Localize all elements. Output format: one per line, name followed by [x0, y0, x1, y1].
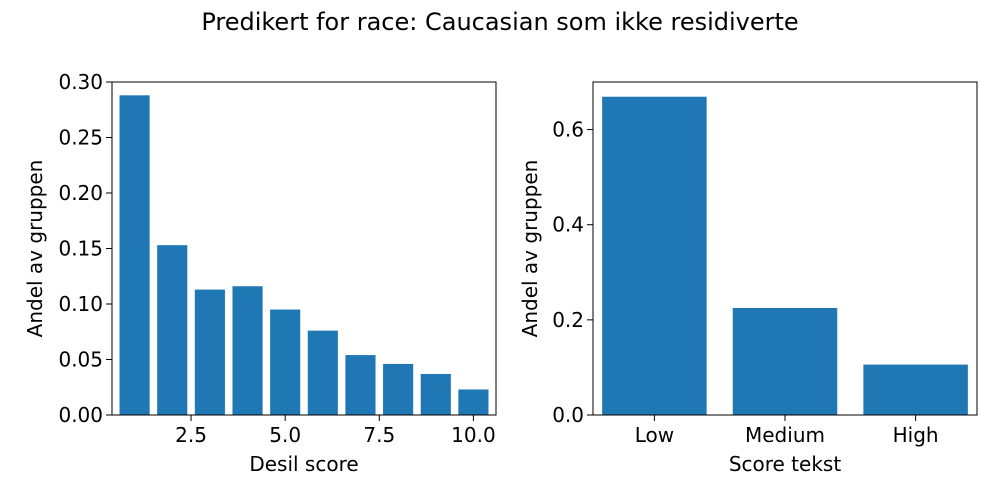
- bar: [119, 95, 150, 415]
- figure-title: Predikert for race: Caucasian som ikke r…: [201, 8, 798, 36]
- bar: [732, 307, 838, 415]
- y-tick-label: 0.00: [58, 403, 103, 427]
- x-tick-label: 10.0: [451, 423, 496, 447]
- y-tick-label: 0.05: [58, 348, 103, 372]
- bar: [157, 245, 188, 415]
- y-axis-label: Andel av gruppen: [23, 160, 47, 338]
- x-tick-label: Medium: [745, 423, 825, 447]
- y-tick-label: 0.6: [552, 118, 584, 142]
- x-tick-label: 7.5: [363, 423, 395, 447]
- y-tick-label: 0.10: [58, 292, 103, 316]
- y-axis-label: Andel av gruppen: [518, 160, 542, 338]
- chart-score-text: 0.0 0.2 0.4 0.6 Low Medium High Score tekst Ande…: [518, 81, 978, 476]
- bar: [307, 330, 338, 415]
- y-tick-label: 0.25: [58, 126, 103, 150]
- x-tick-label: 5.0: [269, 423, 301, 447]
- x-tick-label: High: [893, 423, 939, 447]
- x-axis-label: Desil score: [249, 452, 358, 476]
- bar: [232, 286, 263, 415]
- x-tick-label: 2.5: [175, 423, 207, 447]
- bar: [345, 355, 376, 415]
- y-tick-label: 0.2: [552, 308, 584, 332]
- y-tick-label: 0.30: [58, 70, 103, 94]
- bar: [863, 364, 968, 415]
- y-tick-label: 0.0: [552, 403, 584, 427]
- y-tick-label: 0.20: [58, 181, 103, 205]
- y-tick-label: 0.15: [58, 237, 103, 261]
- bar: [383, 363, 414, 415]
- chart-decile-score: 0.00 0.05 0.10 0.15 0.20 0.25 0.30 2.5 5.0 7.5 10.…: [23, 70, 497, 476]
- y-tick-label: 0.4: [552, 213, 584, 237]
- bar: [194, 289, 225, 415]
- bar: [420, 373, 451, 415]
- x-tick-label: Low: [635, 423, 674, 447]
- bar: [458, 389, 489, 415]
- x-axis-label: Score tekst: [729, 452, 842, 476]
- bar: [270, 309, 301, 415]
- bar: [602, 96, 707, 415]
